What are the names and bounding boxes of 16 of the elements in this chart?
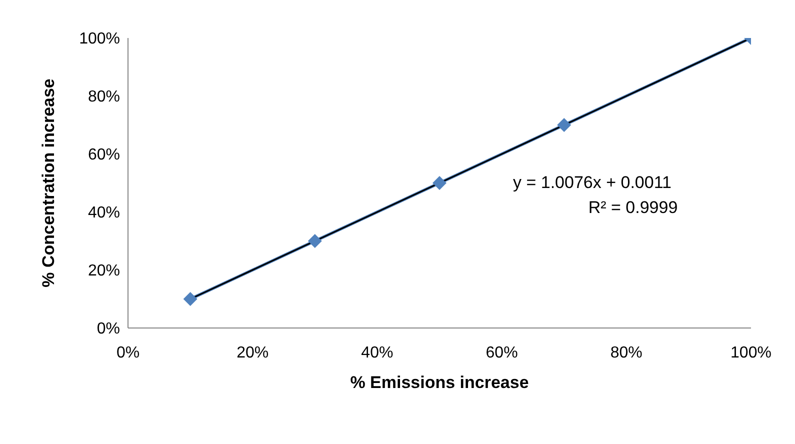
x-tick-label: 40% [361, 344, 394, 362]
x-tick-label: 80% [610, 344, 642, 362]
x-tick-label: 20% [236, 344, 269, 362]
x-axis-title: % Emissions increase [350, 373, 529, 392]
x-tick-label: 100% [730, 344, 772, 362]
y-tick-label: 80% [88, 88, 120, 106]
y-tick-label: 0% [96, 320, 120, 338]
y-tick-label: 40% [88, 204, 120, 222]
x-tick-label: 0% [116, 344, 140, 362]
y-tick-label: 20% [88, 262, 120, 280]
x-tick-label: 60% [486, 344, 518, 362]
annotation: y = 1.0076x + 0.0011 [513, 173, 672, 193]
y-axis-title: % Concentration increase [39, 78, 58, 288]
annotation: R² = 0.9999 [587, 198, 679, 218]
y-tick-label: 100% [79, 30, 120, 48]
y-tick-label: 60% [88, 146, 120, 164]
